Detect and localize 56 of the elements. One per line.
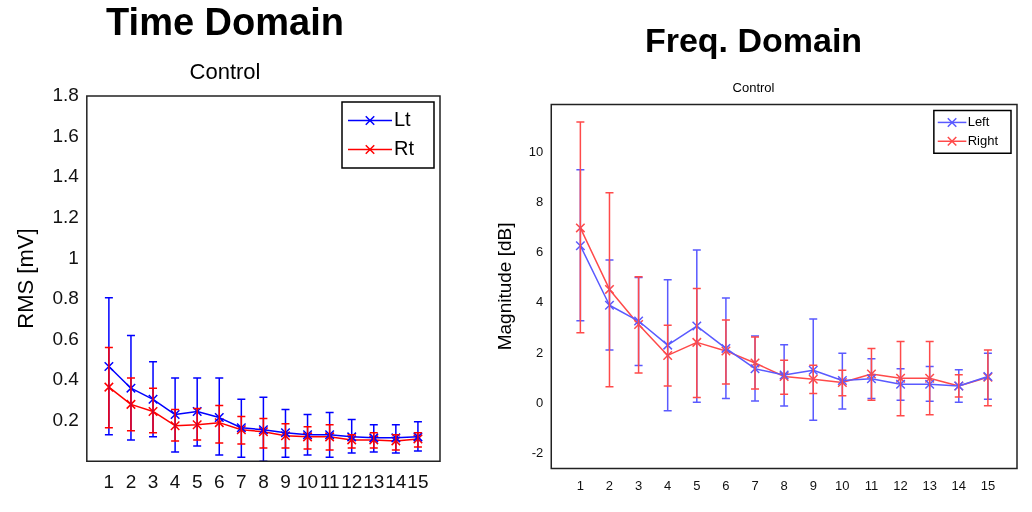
x-tick-label: 4 (664, 477, 672, 493)
x-tick-label: 3 (147, 470, 159, 492)
y-tick-label: 10 (528, 143, 544, 159)
x-tick-label: 6 (213, 470, 225, 492)
x-tick-label: 8 (258, 470, 269, 492)
x-tick-label: 9 (280, 470, 291, 492)
x-tick-label: 10 (835, 477, 850, 493)
chart-title: Freq. Domain (644, 20, 863, 59)
x-tick-label: 13 (363, 470, 385, 492)
y-tick-label: 1 (68, 246, 79, 268)
x-tick-label: 9 (809, 477, 817, 493)
legend-label: Right (967, 132, 999, 148)
x-tick-label: 11 (319, 470, 340, 492)
legend-label: Left (967, 114, 990, 129)
y-tick-label: 6 (536, 244, 544, 260)
x-tick-label: 2 (125, 470, 137, 492)
x-tick-label: 1 (103, 470, 115, 492)
y-tick-label: 1.2 (52, 205, 79, 227)
x-tick-label: 12 (893, 477, 908, 493)
x-tick-label: 4 (169, 470, 181, 492)
x-tick-label: 12 (341, 470, 363, 492)
x-tick-label: 7 (236, 470, 247, 492)
y-tick-label: 1.8 (52, 84, 79, 106)
y-tick-label: 8 (536, 193, 544, 209)
y-tick-label: 0.2 (52, 408, 79, 430)
y-tick-label: 0 (536, 394, 544, 410)
x-tick-label: 11 (864, 477, 879, 493)
x-tick-label: 2 (605, 477, 614, 493)
y-tick-label: 1.6 (52, 124, 79, 146)
x-tick-label: 14 (951, 477, 967, 493)
x-tick-label: 6 (722, 477, 730, 493)
x-tick-label: 3 (634, 477, 643, 493)
chart-title: Time Domain (106, 1, 344, 44)
chart-subtitle: Control (189, 58, 261, 84)
y-tick-label: 1.4 (52, 165, 80, 187)
x-tick-label: 1 (576, 477, 584, 493)
legend-label: Rt (394, 137, 415, 160)
y-tick-label: 0.8 (52, 287, 79, 309)
y-tick-label: 2 (536, 344, 544, 360)
x-tick-label: 8 (780, 477, 788, 493)
x-tick-label: 5 (693, 477, 701, 493)
legend-label: Lt (394, 108, 412, 131)
chart-subtitle: Control (732, 80, 775, 96)
x-tick-label: 15 (407, 470, 429, 492)
x-tick-label: 15 (980, 477, 996, 493)
x-tick-label: 13 (922, 477, 937, 493)
x-tick-label: 10 (296, 470, 319, 492)
y-tick-label: 0.4 (52, 368, 80, 390)
y-tick-label: 0.6 (52, 327, 79, 349)
y-tick-label: -2 (531, 444, 544, 460)
y-tick-label: 4 (536, 294, 544, 310)
x-tick-label: 14 (385, 470, 407, 492)
x-tick-label: 5 (191, 470, 203, 492)
y-axis-title: RMS [mV] (13, 228, 39, 329)
x-tick-label: 7 (751, 477, 759, 493)
y-axis-title: Magnitude [dB] (493, 222, 515, 351)
